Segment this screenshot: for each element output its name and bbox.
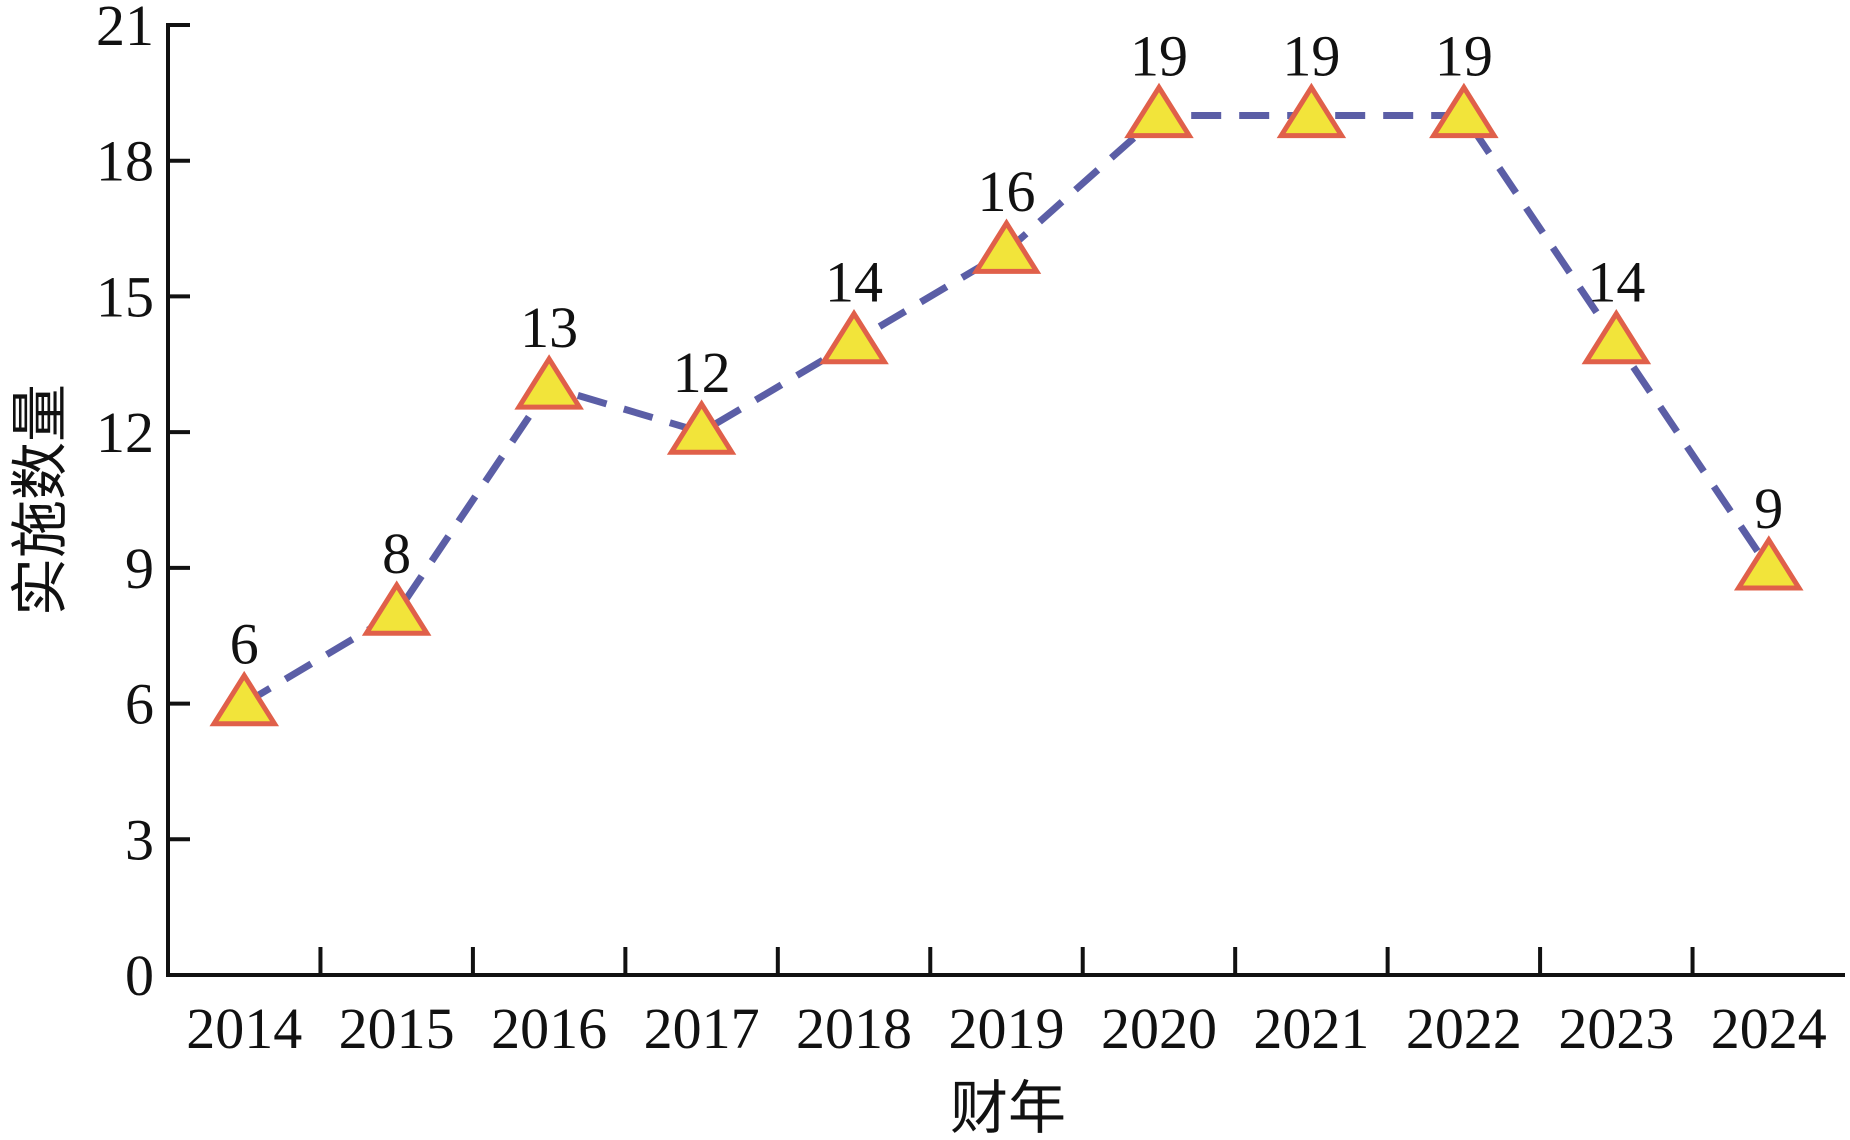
triangle-marker (361, 580, 432, 636)
y-tick-label: 9 (125, 536, 154, 601)
triangle-marker (1124, 82, 1194, 139)
x-tick-label: 2024 (1711, 996, 1827, 1061)
data-label: 16 (978, 159, 1036, 224)
x-tick-label: 2020 (1101, 996, 1217, 1061)
y-tick-label: 12 (96, 400, 154, 465)
data-label: 8 (382, 521, 411, 586)
triangle-marker (1429, 82, 1499, 139)
y-axis-title: 实施数量 (6, 384, 74, 616)
y-axis-ticks: 0 3 6 9 12 15 18 21 (96, 0, 190, 1008)
triangle-marker (666, 399, 737, 455)
data-label: 19 (1282, 23, 1340, 88)
x-tick-label: 2018 (796, 996, 912, 1061)
data-label: 19 (1435, 23, 1493, 88)
data-label: 12 (673, 340, 731, 405)
y-tick-label: 15 (96, 264, 154, 329)
x-tick-label: 2014 (186, 996, 302, 1061)
x-tick-label: 2021 (1253, 996, 1369, 1061)
x-tick-label: 2016 (491, 996, 607, 1061)
x-tick-label: 2023 (1558, 996, 1674, 1061)
data-label: 14 (1587, 250, 1645, 315)
x-axis-title: 财年 (950, 1074, 1066, 1140)
data-label: 6 (230, 612, 259, 677)
data-label: 13 (520, 295, 578, 360)
x-tick-label: 2015 (339, 996, 455, 1061)
data-label: 9 (1754, 476, 1783, 541)
x-tick-label: 2017 (644, 996, 760, 1061)
data-label: 14 (825, 250, 883, 315)
triangle-marker (819, 309, 889, 365)
x-tick-label: 2019 (949, 996, 1065, 1061)
data-label: 19 (1130, 23, 1188, 88)
x-tick-label: 2022 (1406, 996, 1522, 1061)
triangle-marker (1733, 535, 1804, 591)
y-tick-label: 21 (96, 0, 154, 58)
triangle-marker (1276, 82, 1347, 139)
data-labels: 6 8 13 12 14 16 19 19 19 14 9 (230, 23, 1784, 676)
x-axis-ticks: 2014 2015 2016 2017 2018 2019 2020 2021 2022 2023… (186, 947, 1827, 1061)
triangle-marker (971, 218, 1042, 274)
y-tick-label: 3 (125, 807, 154, 872)
y-tick-label: 6 (125, 672, 154, 737)
triangle-marker (209, 670, 280, 727)
y-tick-label: 18 (96, 129, 154, 194)
y-tick-label: 0 (125, 943, 154, 1008)
data-markers (209, 82, 1804, 727)
triangle-marker (514, 354, 584, 410)
triangle-marker (1581, 309, 1652, 365)
